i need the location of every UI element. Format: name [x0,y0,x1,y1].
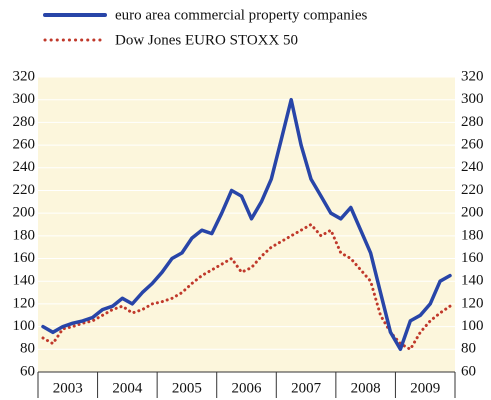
y-tick-label: 100 [13,318,36,334]
y-tick-label: 200 [13,205,36,221]
x-tick-label: 2007 [291,380,322,396]
x-tick-label: 2004 [112,380,143,396]
y2-tick-label: 120 [461,295,484,311]
series-line [41,223,452,351]
y-tick-label: 240 [13,159,36,175]
y-tick-label: 60 [20,363,35,379]
y2-tick-label: 160 [461,250,484,266]
y-tick-label: 320 [13,68,36,84]
y-tick-label: 160 [13,250,36,266]
x-tick-label: 2006 [232,380,263,396]
y2-tick-label: 140 [461,273,484,289]
y-tick-label: 280 [13,114,36,130]
x-tick-label: 2009 [410,380,440,396]
y2-tick-label: 180 [461,227,484,243]
y-tick-label: 260 [13,137,36,153]
x-tick-label: 2005 [172,380,202,396]
y-tick-label: 300 [13,91,36,107]
y2-tick-label: 260 [461,137,484,153]
y2-tick-label: 300 [461,91,484,107]
x-tick-label: 2003 [53,380,83,396]
y-tick-label: 180 [13,227,36,243]
series-line [41,97,452,352]
x-tick-label: 2008 [351,380,381,396]
y2-tick-label: 200 [461,205,484,221]
y2-tick-label: 320 [461,68,484,84]
y-tick-label: 80 [20,341,35,357]
y2-tick-label: 80 [461,341,476,357]
y2-tick-label: 60 [461,363,476,379]
y2-tick-label: 280 [461,114,484,130]
y2-tick-label: 220 [461,182,484,198]
y-tick-label: 140 [13,273,36,289]
y2-tick-label: 240 [461,159,484,175]
legend-label: euro area commercial property companies [115,7,368,23]
y2-tick-label: 100 [461,318,484,334]
legend-label: Dow Jones EURO STOXX 50 [115,32,298,48]
y-tick-label: 220 [13,182,36,198]
plot-background [38,77,455,372]
y-tick-label: 120 [13,295,36,311]
